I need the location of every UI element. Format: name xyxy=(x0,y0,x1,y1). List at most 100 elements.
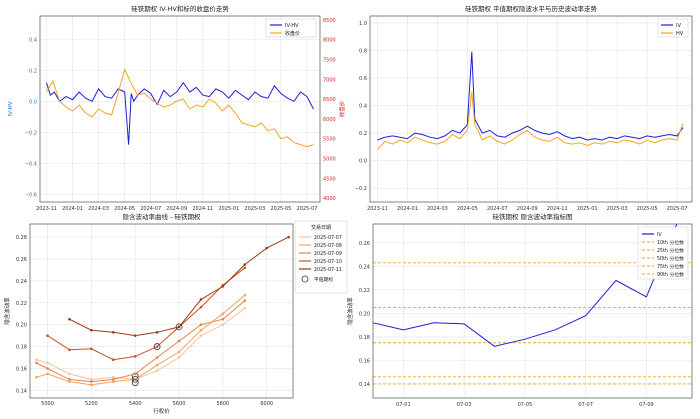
y-tick-label: 0.24 xyxy=(359,264,370,270)
y-tick-label: −0.2 xyxy=(355,186,367,192)
series-line xyxy=(372,223,678,347)
x-tick-label: 2024-11 xyxy=(192,206,213,212)
y-tick-label: 0.16 xyxy=(359,358,370,364)
smile-point xyxy=(133,372,137,376)
smile-point xyxy=(46,367,49,370)
smile-point xyxy=(155,345,159,348)
smile-point xyxy=(68,348,71,352)
y-axis-label: 隐含波动率 xyxy=(3,297,11,325)
smile-point xyxy=(155,363,159,367)
smile-line xyxy=(36,294,246,386)
x-tick-label: 2024-01 xyxy=(397,206,418,212)
x-tick-label: 2025-01 xyxy=(218,206,239,212)
smile-point xyxy=(155,356,159,359)
y-tick-label: 0.20 xyxy=(16,323,27,329)
x-tick-label: 2024-11 xyxy=(547,206,568,212)
smile-point xyxy=(177,356,181,359)
y-tick-label: 0.0 xyxy=(29,99,37,105)
x-tick-label: 6000 xyxy=(260,401,273,407)
smile-point xyxy=(177,325,181,329)
smile-point xyxy=(46,372,49,376)
x-tick-label: 2024-03 xyxy=(427,206,448,212)
x-tick-label: 2024-07 xyxy=(140,206,161,212)
x-tick-label: 2025-05 xyxy=(270,206,291,212)
smile-point xyxy=(287,235,290,239)
legend: 交易日期 2025-07-07 2025-07-08 2025-07-09 2025-0… xyxy=(294,220,348,294)
y-tick-label: 0.22 xyxy=(16,301,27,307)
smile-point xyxy=(133,355,137,358)
y2-tick-label: 4000 xyxy=(323,196,336,202)
x-tick-label: 07-07 xyxy=(578,402,593,408)
legend-label: 2025-07-07 xyxy=(314,235,342,241)
series-line xyxy=(377,91,684,150)
smile-point xyxy=(133,334,137,337)
legend-box xyxy=(294,220,348,294)
y-tick-label: 0.26 xyxy=(16,257,27,263)
x-tick-label: 07-05 xyxy=(518,402,533,408)
smile-point xyxy=(68,378,71,381)
smile-point xyxy=(90,383,93,387)
smile-point xyxy=(46,334,49,337)
legend-label: 平值期权 xyxy=(314,276,333,283)
legend-label: 25th 分位数 xyxy=(657,247,684,254)
smile-point xyxy=(90,328,93,332)
legend: IV HV xyxy=(657,18,689,38)
x-tick-label: 5800 xyxy=(216,401,229,407)
atm-marker xyxy=(175,323,183,331)
legend-label: HV xyxy=(676,31,684,37)
y2-tick-label: 7000 xyxy=(323,77,336,83)
smile-point xyxy=(35,358,38,361)
y2-tick-label: 5000 xyxy=(323,156,336,162)
x-tick-label: 07-09 xyxy=(639,402,654,408)
y-tick-label: 0.18 xyxy=(16,345,27,351)
legend-atm-marker xyxy=(301,275,309,283)
y-tick-label: 0.14 xyxy=(359,382,370,388)
smile-point xyxy=(90,378,93,381)
smile-point xyxy=(90,380,93,383)
chart-title: 隐含波动率曲线 - 硅铁期权 xyxy=(123,212,201,221)
smile-point xyxy=(199,323,203,326)
y-tick-label: 0.8 xyxy=(359,48,367,54)
smile-point xyxy=(35,375,38,379)
y2-tick-label: 4500 xyxy=(323,176,336,182)
chart-title: 硅铁期权 IV-HV和标的收盘价走势 xyxy=(131,4,229,13)
legend-label: 75th 分位数 xyxy=(657,263,684,270)
legend-label: 收盘价 xyxy=(285,30,300,37)
x-tick-label: 5400 xyxy=(129,401,142,407)
legend-label: 90th 分位数 xyxy=(657,271,684,278)
x-tick-label: 2025-07 xyxy=(297,206,318,212)
smile-point xyxy=(68,372,71,376)
y2-tick-label: 7500 xyxy=(323,58,336,64)
y-tick-label: 0.26 xyxy=(359,241,370,247)
x-tick-label: 2024-03 xyxy=(88,206,109,212)
legend-box xyxy=(657,18,689,38)
smile-point xyxy=(111,378,115,381)
legend-label: IV xyxy=(657,232,662,238)
y2-axis-label: 收盘价 xyxy=(338,100,346,117)
x-tick-label: 2023-11 xyxy=(367,206,388,212)
legend-label: 50th 分位数 xyxy=(657,255,684,262)
x-tick-label: 2024-05 xyxy=(457,206,478,212)
legend-label: IV xyxy=(676,23,681,29)
x-tick-label: 5000 xyxy=(41,401,54,407)
legend-label: 2025-07-09 xyxy=(314,251,342,257)
y-tick-label: 0.0 xyxy=(359,159,367,165)
y-tick-label: −0.6 xyxy=(25,192,37,198)
chart-title: 硅铁期权 隐含波动率指标图 xyxy=(492,212,572,221)
x-tick-label: 2024-01 xyxy=(62,206,83,212)
x-tick-label: 2025-03 xyxy=(607,206,628,212)
x-tick-label: 07-01 xyxy=(396,402,411,408)
legend-label: 2025-07-08 xyxy=(314,243,342,249)
y-tick-label: 1.0 xyxy=(359,21,367,27)
x-tick-label: 5600 xyxy=(173,401,186,407)
smile-point xyxy=(111,380,115,383)
series-line xyxy=(46,81,314,145)
series-line xyxy=(46,67,314,148)
smile-point xyxy=(68,380,71,383)
y-tick-label: 0.4 xyxy=(359,104,367,110)
legend-title: 交易日期 xyxy=(311,224,331,231)
smile-line xyxy=(36,300,246,383)
